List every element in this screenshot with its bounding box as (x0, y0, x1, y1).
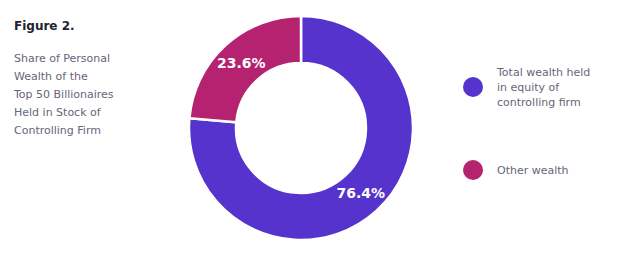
slice (189, 16, 301, 122)
donut: 76.4% 23.6% (189, 16, 413, 240)
chart: Figure 2. Share of PersonalWealth of theT… (0, 0, 640, 257)
legend-swatch (463, 160, 483, 180)
text-panel: Figure 2. Share of PersonalWealth of theT… (13, 19, 114, 137)
legend-label: Total wealth heldin equity ofcontrolling… (496, 66, 590, 109)
data-labels: 76.4% 23.6% (217, 55, 385, 202)
data-label: 76.4% (336, 185, 385, 201)
slices (189, 16, 413, 240)
legend-swatch (463, 77, 483, 97)
data-label: 23.6% (217, 55, 266, 71)
legend: Total wealth heldin equity ofcontrolling… (463, 66, 590, 181)
slice (189, 16, 413, 240)
title: Figure 2. (14, 19, 75, 33)
subtitle: Share of PersonalWealth of theTop 50 Bil… (13, 52, 114, 137)
legend-label: Other wealth (497, 164, 569, 177)
